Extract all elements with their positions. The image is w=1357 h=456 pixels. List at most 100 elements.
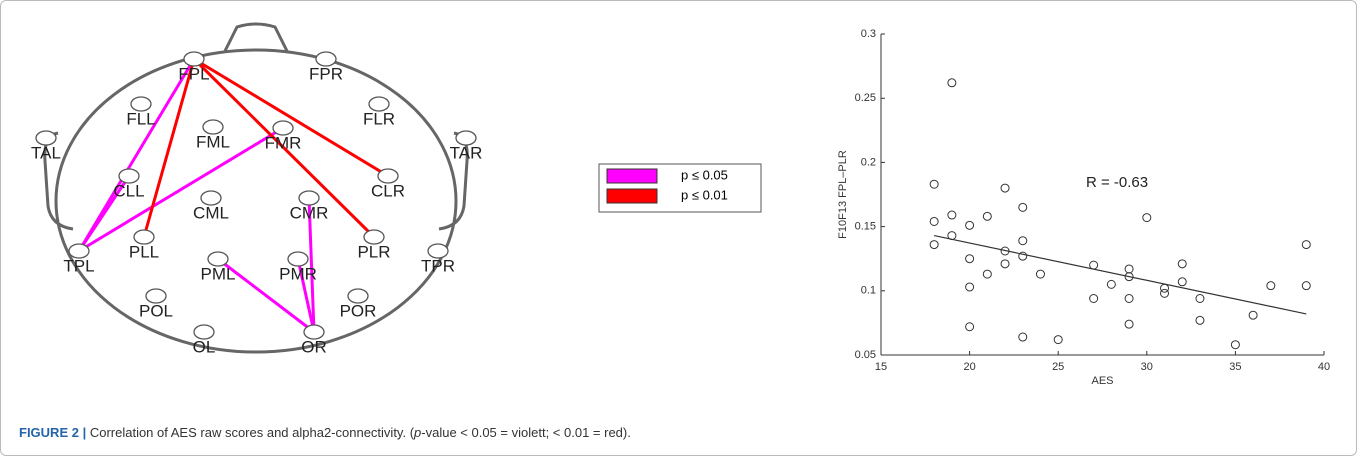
point (1160, 283, 1170, 293)
x-tick-label: 25 (1052, 361, 1064, 373)
annotation: R = -0.63 (1086, 174, 1148, 191)
caption-italic: p (414, 425, 422, 440)
point (929, 179, 939, 189)
electrode (207, 251, 229, 267)
point (1018, 236, 1028, 246)
electrode (118, 168, 140, 184)
electrode-label: CMR (290, 203, 329, 222)
y-tick-label: 0.3 (861, 28, 876, 40)
legend-box (598, 163, 762, 213)
y-axis-label: F10F13 FPL–PLR (837, 150, 849, 239)
x-tick-label: 35 (1229, 361, 1241, 373)
electrode (303, 324, 325, 340)
electrode-label: CLL (113, 181, 144, 200)
electrode-label: FPL (178, 64, 209, 83)
electrode (133, 229, 155, 245)
electrode (298, 190, 320, 206)
connection (307, 197, 316, 333)
point (1089, 260, 1099, 270)
point (1266, 281, 1276, 291)
electrode-label: TPL (63, 256, 94, 275)
electrode (130, 96, 152, 112)
point (1177, 259, 1187, 269)
x-tick-label: 20 (963, 361, 975, 373)
electrode-label: PML (201, 264, 236, 283)
point (1053, 335, 1063, 345)
point (982, 269, 992, 279)
electrode-label: FPR (309, 64, 343, 83)
point (1089, 294, 1099, 304)
x-axis-label: AES (1091, 375, 1113, 387)
connection (78, 126, 284, 253)
point (1000, 183, 1010, 193)
point (965, 220, 975, 230)
point (929, 240, 939, 250)
x-tick-label: 40 (1318, 361, 1330, 373)
point (1018, 251, 1028, 261)
electrode (347, 288, 369, 304)
electrode (183, 51, 205, 67)
caption-label: FIGURE 2 | (19, 425, 87, 440)
point (1248, 310, 1258, 320)
point (947, 210, 957, 220)
connection (142, 58, 196, 238)
electrode (200, 190, 222, 206)
caption: FIGURE 2 | Correlation of AES raw scores… (19, 425, 631, 440)
x-tick-label: 15 (875, 361, 887, 373)
figure-panels: p ≤ 0.05 p ≤ 0.01 FPL FPR FLL FLR FML FMR TAL TAR… (31, 22, 1330, 387)
y-tick-label: 0.25 (855, 92, 876, 104)
electrode (455, 130, 477, 146)
y-tick-label: 0.05 (855, 349, 876, 361)
electrode (315, 51, 337, 67)
electrode-label: FLL (126, 109, 155, 128)
caption-text: -value < 0.05 = violett; < 0.01 = red). (421, 425, 631, 440)
electrode (368, 96, 390, 112)
electrode (68, 243, 90, 259)
point (1018, 202, 1028, 212)
point (1160, 288, 1170, 298)
electrode (35, 130, 57, 146)
point (1195, 294, 1205, 304)
point (1230, 340, 1240, 350)
electrode (287, 251, 309, 267)
connection (77, 58, 196, 252)
x-tick-label: 30 (1141, 361, 1153, 373)
electrode-label: POL (139, 301, 173, 320)
electrode-label: CLR (371, 181, 405, 200)
point (947, 78, 957, 88)
electrode (363, 229, 385, 245)
electrode-label: FMR (265, 133, 302, 152)
point (1124, 272, 1134, 282)
point (1177, 277, 1187, 287)
point (1124, 319, 1134, 329)
electrode (202, 119, 224, 135)
point (1142, 213, 1152, 223)
electrode-label: PLR (357, 242, 390, 261)
legend-swatch (606, 188, 658, 204)
electrode-label: PLL (129, 242, 159, 261)
electrode-label: CML (193, 203, 229, 222)
electrode (193, 324, 215, 340)
point (1124, 264, 1134, 274)
electrode-label: OR (301, 337, 327, 356)
point (929, 216, 939, 226)
connection (192, 57, 376, 239)
point (965, 254, 975, 264)
y-tick-label: 0.15 (855, 221, 876, 233)
point (1000, 246, 1010, 256)
electrode-label: PMR (279, 264, 317, 283)
point (965, 282, 975, 292)
point (1124, 294, 1134, 304)
point (1035, 269, 1045, 279)
point (965, 322, 975, 332)
electrode (427, 243, 449, 259)
point (1000, 259, 1010, 269)
legend-swatch (606, 168, 658, 184)
point (1195, 315, 1205, 325)
electrode (145, 288, 167, 304)
point (1018, 332, 1028, 342)
electrode-label: FML (196, 132, 230, 151)
y-tick-label: 0.2 (861, 156, 876, 168)
connection (193, 57, 389, 178)
